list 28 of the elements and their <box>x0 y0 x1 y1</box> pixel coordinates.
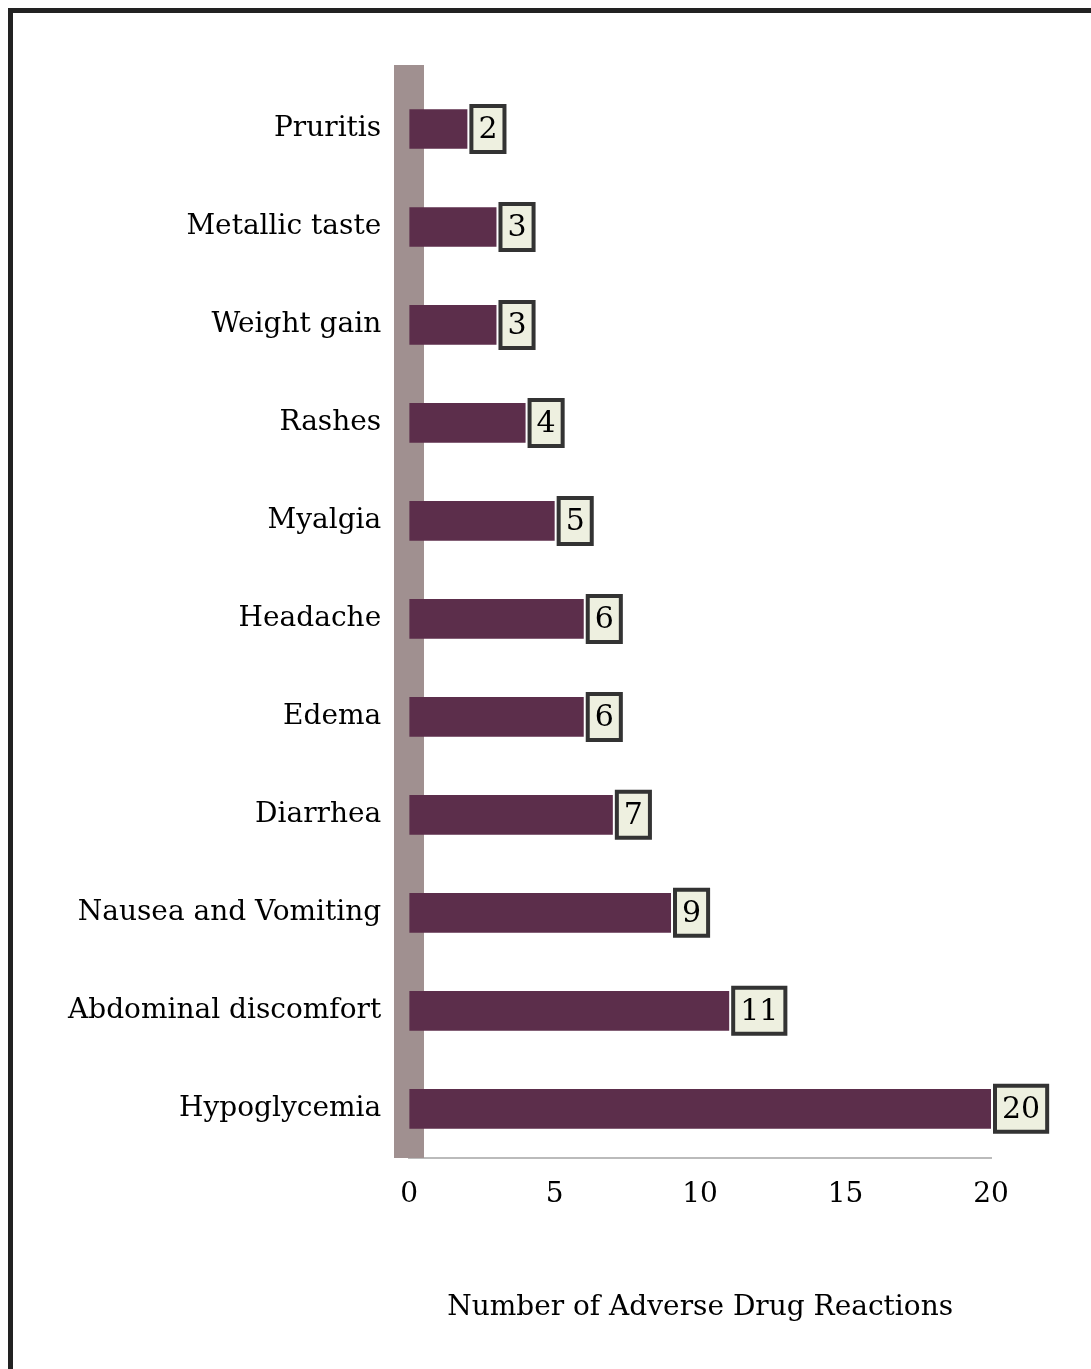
data-label: 6 <box>594 599 614 635</box>
data-label: 9 <box>682 893 702 929</box>
x-axis-title: Number of Adverse Drug Reactions <box>447 1289 954 1323</box>
data-label: 3 <box>507 207 527 243</box>
y-tick-label: Metallic taste <box>186 208 382 242</box>
x-tick-label: 15 <box>827 1175 864 1209</box>
y-tick-label: Nausea and Vomiting <box>77 894 382 928</box>
y-tick-label: Headache <box>238 600 382 634</box>
y-tick-label: Edema <box>283 698 382 732</box>
data-label: 6 <box>594 697 614 733</box>
data-label: 3 <box>507 305 527 341</box>
data-label: 11 <box>740 991 779 1027</box>
y-tick-label: Abdominal discomfort <box>66 992 382 1026</box>
y-tick-label: Rashes <box>279 404 382 438</box>
y-tick-label: Pruritis <box>274 110 382 144</box>
data-label: 2 <box>478 109 498 145</box>
y-tick-label: Hypoglycemia <box>179 1090 382 1124</box>
data-label: 5 <box>565 501 585 537</box>
data-label: 7 <box>623 795 643 831</box>
y-tick-label: Myalgia <box>267 502 382 536</box>
y-tick-label: Weight gain <box>211 306 382 340</box>
x-tick-label: 5 <box>545 1175 564 1209</box>
data-label: 4 <box>536 403 556 439</box>
x-tick-label: 10 <box>682 1175 718 1209</box>
data-label: 20 <box>1001 1089 1041 1125</box>
y-tick-label: Diarrhea <box>255 796 382 830</box>
x-tick-label: 20 <box>973 1175 1009 1209</box>
x-tick-label: 0 <box>400 1175 419 1209</box>
